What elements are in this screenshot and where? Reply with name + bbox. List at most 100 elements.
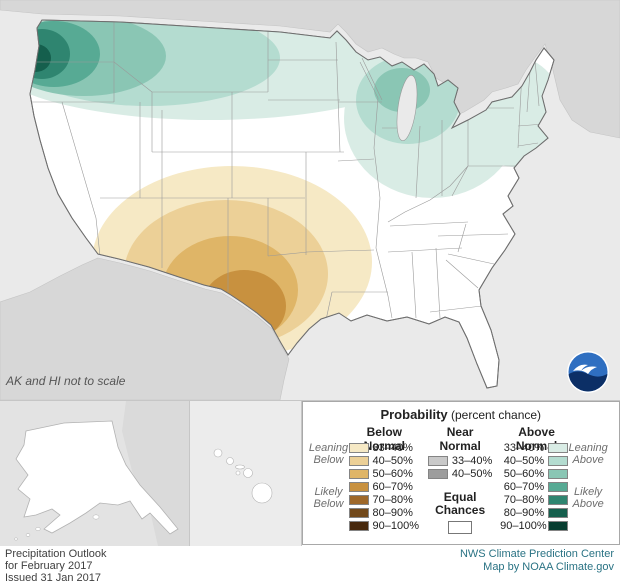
legend-row: 70–80% [348, 493, 420, 506]
above-normal-header: Above Normal [515, 425, 558, 453]
footer: Precipitation Outlook for February 2017 … [0, 545, 620, 585]
near-swatch-33-40 [427, 455, 448, 466]
aleutian-island [25, 533, 31, 537]
below-pct-label: 90–100% [372, 519, 420, 532]
legend-row: 33–40% [500, 441, 569, 454]
noaa-gull-icon [573, 364, 597, 374]
alaska-map [14, 401, 189, 546]
near-swatch-rows: 33–40% 40–50% [427, 454, 493, 480]
below-pct-label: 70–80% [372, 493, 413, 506]
legend-row: 90–100% [348, 519, 420, 532]
legend-row: 50–60% [348, 467, 420, 480]
near-pct-label: 33–40% [451, 454, 493, 467]
above-pct-label: 80–90% [503, 506, 545, 519]
above-swatch-60-70 [548, 481, 569, 492]
big-island [251, 482, 272, 504]
above-pct-label: 50–60% [503, 467, 545, 480]
below-swatch-50-60 [348, 468, 369, 479]
below-swatch-rows: 33–40% 40–50% 50–60% 60–70% 70–80% 80–90… [348, 441, 420, 532]
aleutian-island [14, 537, 18, 541]
footer-title-block: Precipitation Outlook for February 2017 … [5, 548, 107, 585]
conus-map-area: AK and HI not to scale [0, 0, 620, 400]
below-pct-label: 80–90% [372, 506, 413, 519]
likely-below-label: Likely Below [313, 486, 344, 510]
footer-credit-line: NWS Climate Prediction Center [459, 548, 614, 560]
kodiak-island [92, 514, 100, 520]
legend-panel: Probability (percent chance) Below Norma… [301, 401, 620, 545]
equal-chances-swatch [448, 520, 473, 534]
alaska-shape [15, 420, 179, 535]
legend-row: 80–90% [500, 506, 569, 519]
above-swatch-50-60 [548, 468, 569, 479]
footer-credit-block: NWS Climate Prediction Center Map by NOA… [460, 548, 614, 585]
below-normal-header: Below Normal [363, 425, 405, 453]
above-swatch-80-90 [548, 507, 569, 518]
above-pct-label: 60–70% [503, 480, 545, 493]
scale-note: AK and HI not to scale [6, 374, 126, 388]
legend-row: 33–40% [348, 441, 420, 454]
footer-credit-line: Map by NOAA Climate.gov [483, 561, 614, 573]
legend-row: 33–40% [427, 454, 493, 467]
legend-row: 60–70% [348, 480, 420, 493]
footer-title-line: for February 2017 [5, 560, 93, 572]
us-outline [29, 19, 555, 389]
below-pct-label: 40–50% [372, 454, 413, 467]
legend-row: 40–50% [500, 454, 569, 467]
legend-row: 70–80% [500, 493, 569, 506]
below-pct-label: 50–60% [372, 467, 413, 480]
legend-row: 40–50% [427, 467, 493, 480]
below-side-labels: Leaning Below Likely Below [309, 441, 349, 532]
above-pct-label: 70–80% [503, 493, 545, 506]
below-pct-label: 60–70% [372, 480, 413, 493]
below-swatch-33-40 [348, 442, 369, 453]
above-pct-label: 33–40% [503, 441, 545, 454]
below-swatch-70-80 [348, 494, 369, 505]
legend-row: 50–60% [500, 467, 569, 480]
legend-row: 40–50% [348, 454, 420, 467]
above-swatch-90-100 [548, 520, 569, 531]
above-side-labels: Leaning Above Likely Above [568, 441, 608, 532]
legend-above-normal-column: Above Normal 33–40% 40–50% 50–60% 60–70%… [500, 425, 613, 539]
likely-above-label: Likely Above [572, 486, 604, 510]
maui-island [242, 468, 253, 478]
below-swatch-40-50 [348, 455, 369, 466]
hawaii-inset [189, 401, 302, 546]
equal-chances-label: Equal Chances [435, 489, 486, 517]
near-normal-header: Near Normal [439, 425, 481, 453]
legend-title-main: Probability [380, 407, 448, 422]
legend-title: Probability (percent chance) [309, 407, 614, 423]
conus-map [0, 0, 620, 400]
above-pct-label: 40–50% [503, 454, 545, 467]
below-swatch-90-100 [348, 520, 369, 531]
footer-title-line: Precipitation Outlook [5, 548, 107, 560]
insets-and-legend-row: Probability (percent chance) Below Norma… [0, 400, 620, 546]
lanai-island [235, 470, 240, 476]
state-borders [30, 20, 545, 321]
legend-title-note: (percent chance) [450, 408, 542, 422]
above-pct-label: 90–100% [500, 519, 547, 532]
kauai-island [213, 448, 222, 458]
below-swatch-60-70 [348, 481, 369, 492]
above-swatch-33-40 [548, 442, 569, 453]
canada-in-ak-inset [122, 401, 189, 546]
above-swatch-40-50 [548, 455, 569, 466]
alaska-inset [0, 401, 190, 546]
near-pct-label: 40–50% [451, 467, 493, 480]
footer-title-line: Issued 31 Jan 2017 [5, 572, 102, 584]
leaning-above-label: Leaning Above [568, 442, 608, 466]
aleutian-island [35, 527, 41, 531]
legend-below-normal-column: Below Normal Leaning Below Likely Below … [309, 425, 421, 539]
below-pct-label: 33–40% [372, 441, 413, 454]
molokai-island [234, 464, 245, 470]
legend-row: 60–70% [500, 480, 569, 493]
above-swatch-70-80 [548, 494, 569, 505]
legend-near-normal-column: Near Normal 33–40% 40–50% Equal Chances [420, 425, 500, 539]
hawaii-map [213, 448, 272, 504]
lake-michigan [396, 74, 418, 142]
oahu-island [225, 457, 234, 465]
leaning-below-label: Leaning Below [308, 442, 349, 466]
legend-row: 80–90% [348, 506, 420, 519]
below-swatch-80-90 [348, 507, 369, 518]
mexico-landmass [0, 257, 290, 400]
